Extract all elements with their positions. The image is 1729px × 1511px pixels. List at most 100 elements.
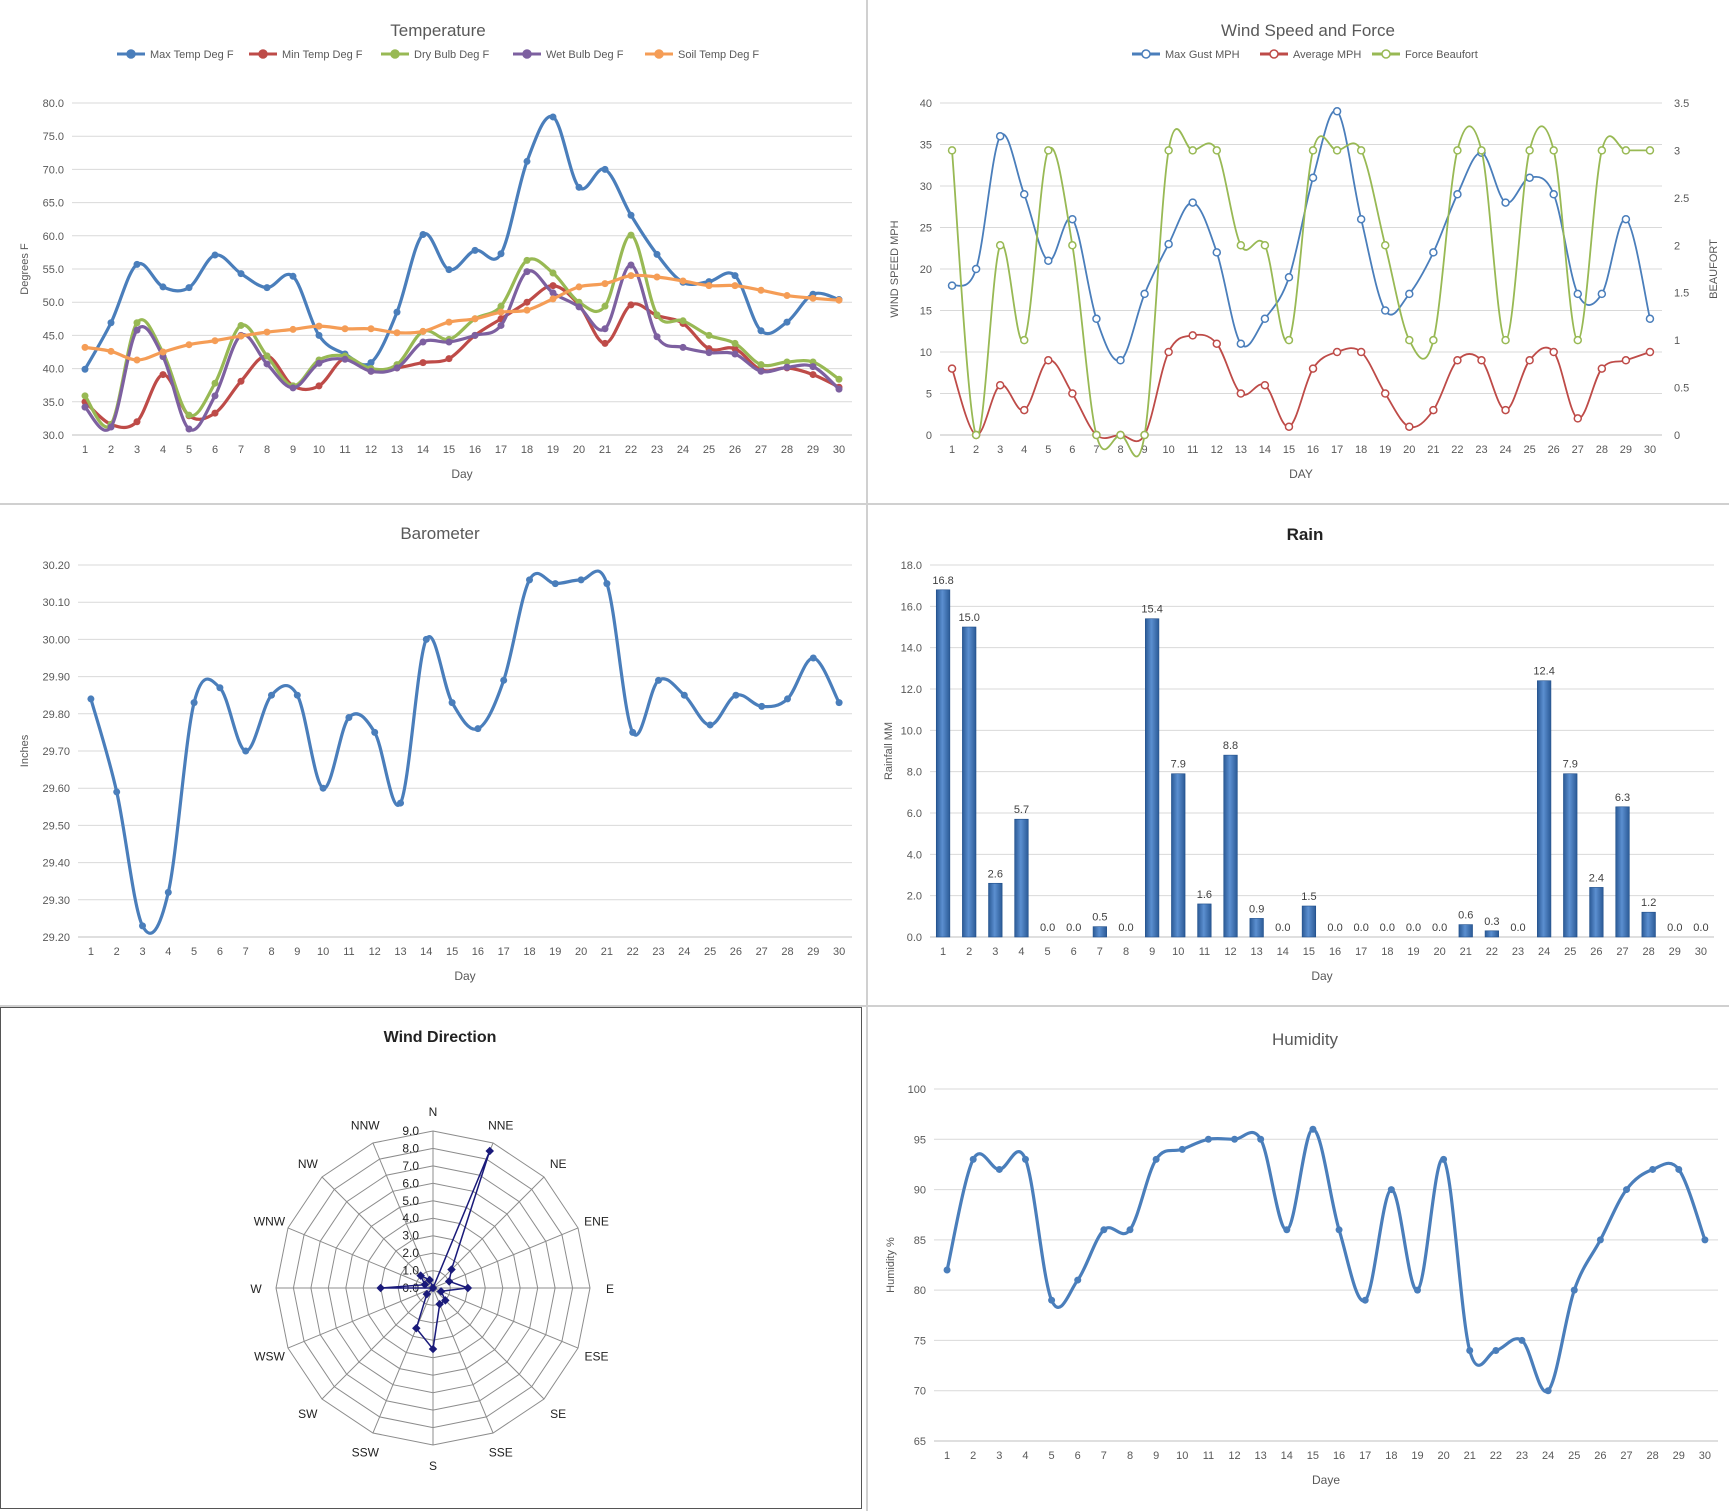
y-tick-label: 0 xyxy=(926,430,932,442)
radar-spoke xyxy=(432,1287,545,1400)
data-point xyxy=(159,283,167,291)
data-point xyxy=(445,318,453,326)
data-point xyxy=(419,230,427,238)
data-point xyxy=(1405,289,1414,299)
x-tick-label: 23 xyxy=(1475,444,1487,456)
radar-tick-label: 5.0 xyxy=(402,1194,419,1208)
y-tick-label: 80.0 xyxy=(43,98,64,110)
y-tick-label: 75 xyxy=(914,1335,926,1347)
data-point xyxy=(1332,146,1342,155)
y-tick-label: 18.0 xyxy=(901,560,922,572)
data-point xyxy=(185,425,193,433)
data-point xyxy=(1164,239,1173,249)
data-point xyxy=(1126,1226,1134,1234)
humidity-panel: Humidity 65 70 75 80 85 90 95 100 1 2 3 4 5 6 7 8 9 10 11 12… xyxy=(866,1007,1729,1511)
data-point xyxy=(679,317,687,325)
y2-tick-label: 3.5 xyxy=(1674,98,1689,110)
rain-bar xyxy=(1092,926,1107,938)
y-tick-label: 30.00 xyxy=(42,634,70,646)
x-tick-label: 16 xyxy=(1307,444,1319,456)
data-point xyxy=(1649,1165,1657,1173)
x-tick-label: 30 xyxy=(1695,946,1707,958)
data-point xyxy=(87,695,95,703)
x-tick-label: 11 xyxy=(343,946,354,958)
x-tick-label: 13 xyxy=(1235,444,1247,456)
x-tick-label: 26 xyxy=(1548,444,1560,456)
x-tick-label: 3 xyxy=(134,444,140,456)
data-point xyxy=(758,702,766,710)
data-point xyxy=(680,691,688,699)
rain-bar xyxy=(1458,924,1473,938)
bar-data-label: 0.5 xyxy=(1092,912,1107,924)
data-point xyxy=(706,721,714,729)
data-point xyxy=(1212,248,1222,257)
rain-bar xyxy=(1641,911,1656,938)
y-tick-label: 0.0 xyxy=(907,932,922,944)
x-tick-label: 3 xyxy=(139,946,145,958)
data-point xyxy=(1019,405,1029,415)
x-tick-label: 10 xyxy=(317,946,329,958)
data-point xyxy=(971,264,981,274)
legend-label: Min Temp Deg F xyxy=(282,49,363,61)
direction-label: NNW xyxy=(351,1118,380,1132)
data-point xyxy=(237,270,245,278)
data-point xyxy=(757,361,765,369)
x-tick-label: 13 xyxy=(1251,946,1263,958)
data-point xyxy=(133,260,141,268)
data-point xyxy=(81,365,89,373)
y-tick-label: 90 xyxy=(914,1185,926,1197)
x-tick-label: 24 xyxy=(1542,1450,1554,1462)
data-point xyxy=(653,333,661,341)
data-point xyxy=(422,635,430,643)
legend-marker xyxy=(390,49,400,59)
data-point xyxy=(445,266,453,274)
bar-data-label: 0.0 xyxy=(1406,922,1421,934)
data-point xyxy=(185,341,193,349)
data-point xyxy=(705,282,713,290)
x-tick-label: 10 xyxy=(1176,1450,1188,1462)
y-tick-label: 25 xyxy=(920,223,932,235)
temperature-panel: Temperature Max Temp Deg F Min Temp Deg F D… xyxy=(0,0,868,505)
data-point xyxy=(731,339,739,347)
radar-tick-label: 7.0 xyxy=(402,1159,419,1173)
x-tick-label: 26 xyxy=(1594,1450,1606,1462)
data-point xyxy=(289,325,297,333)
y-tick-label: 29.60 xyxy=(42,783,70,795)
data-point xyxy=(1405,335,1414,345)
x-tick-label: 6 xyxy=(1069,444,1075,456)
data-point xyxy=(835,296,843,304)
y-axis-title: Rainfall MM xyxy=(883,722,895,780)
data-point xyxy=(943,1266,951,1274)
data-point xyxy=(1152,1155,1160,1163)
data-point xyxy=(523,256,531,264)
x-tick-label: 3 xyxy=(996,1450,1002,1462)
rain-bar xyxy=(1301,905,1317,938)
data-point xyxy=(1068,389,1077,398)
data-point xyxy=(263,284,271,292)
bar-data-label: 0.3 xyxy=(1484,916,1499,928)
data-point xyxy=(1380,241,1390,250)
bar-data-label: 0.0 xyxy=(1354,922,1369,934)
data-point xyxy=(731,272,739,280)
data-point xyxy=(1048,1296,1056,1304)
x-tick-label: 3 xyxy=(997,444,1003,456)
data-point xyxy=(497,308,505,316)
y-tick-label: 30.20 xyxy=(42,560,70,572)
y-tick-label: 29.40 xyxy=(42,858,70,870)
x-tick-label: 27 xyxy=(1616,946,1628,958)
y-tick-label: 30 xyxy=(920,181,932,193)
radar-tick-label: 3.0 xyxy=(402,1229,419,1243)
data-point xyxy=(133,326,141,334)
data-point xyxy=(551,580,559,588)
data-point xyxy=(947,364,957,373)
data-point xyxy=(1597,289,1607,299)
x-tick-label: 12 xyxy=(369,946,381,958)
data-point xyxy=(1429,405,1438,415)
y-tick-label: 40.0 xyxy=(43,364,64,376)
data-point xyxy=(159,348,167,356)
data-point xyxy=(603,580,611,588)
y-tick-label: 29.20 xyxy=(42,932,70,944)
data-point xyxy=(947,146,957,155)
x-tick-label: 26 xyxy=(729,444,741,456)
data-point xyxy=(1283,1226,1291,1234)
